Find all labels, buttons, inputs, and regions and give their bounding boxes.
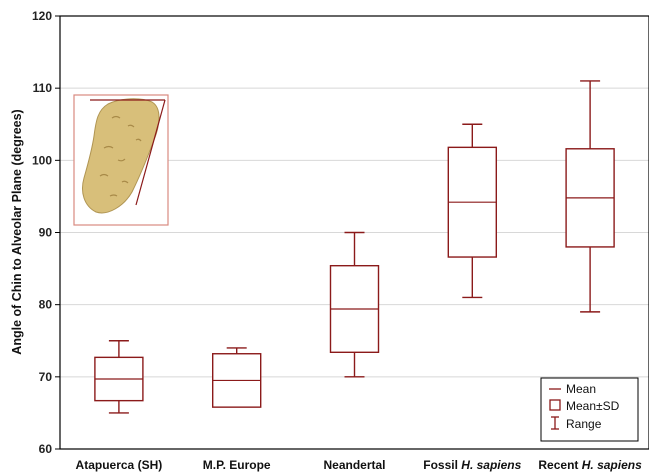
mandible-bone-shape xyxy=(82,98,160,214)
y-tick-label: 80 xyxy=(39,298,53,312)
box-group xyxy=(329,231,380,378)
y-tick-label: 110 xyxy=(33,81,53,95)
legend-sd-swatch xyxy=(549,399,561,411)
category-label-text: Atapuerca (SH) xyxy=(76,458,163,472)
y-axis-label: Angle of Chin to Alveolar Plane (degrees… xyxy=(10,109,24,354)
y-tick-label: 120 xyxy=(32,9,52,23)
box-group xyxy=(565,80,615,313)
y-tick-label: 100 xyxy=(32,153,52,167)
legend: Mean Mean±SD Range xyxy=(540,377,639,442)
category-label-text: Recent xyxy=(538,458,581,472)
category-label: Recent H. sapiens xyxy=(538,458,642,472)
category-label-text: M.P. Europe xyxy=(203,458,271,472)
plot-frame xyxy=(59,15,649,450)
legend-mean-label: Mean xyxy=(566,382,596,396)
category-label-text: Neandertal xyxy=(323,458,385,472)
category-label-italic: H. sapiens xyxy=(461,458,521,472)
y-axis-ticks: 60 70 80 90 100 110 120 xyxy=(32,9,60,456)
chin-line xyxy=(135,99,166,206)
category-labels: Atapuerca (SH) M.P. Europe Neandertal Fossi… xyxy=(76,458,643,472)
box-groups xyxy=(94,80,615,414)
category-label: Fossil H. sapiens xyxy=(423,458,521,472)
y-tick-label: 60 xyxy=(39,442,53,456)
legend-sd-label: Mean±SD xyxy=(566,399,620,413)
legend-range-label: Range xyxy=(566,417,602,431)
mandible-texture xyxy=(99,115,142,197)
legend-range-swatch xyxy=(551,416,559,430)
mandible-inset-image xyxy=(73,94,169,226)
category-label-italic: H. sapiens xyxy=(582,458,642,472)
category-label: Neandertal xyxy=(323,458,385,472)
y-tick-label: 90 xyxy=(39,226,53,240)
category-label: M.P. Europe xyxy=(203,458,271,472)
category-label: Atapuerca (SH) xyxy=(76,458,163,472)
box-group xyxy=(447,123,497,299)
y-tick-label: 70 xyxy=(39,370,53,384)
box-group xyxy=(211,347,262,408)
category-label-text: Fossil xyxy=(423,458,461,472)
box-group xyxy=(94,340,144,414)
